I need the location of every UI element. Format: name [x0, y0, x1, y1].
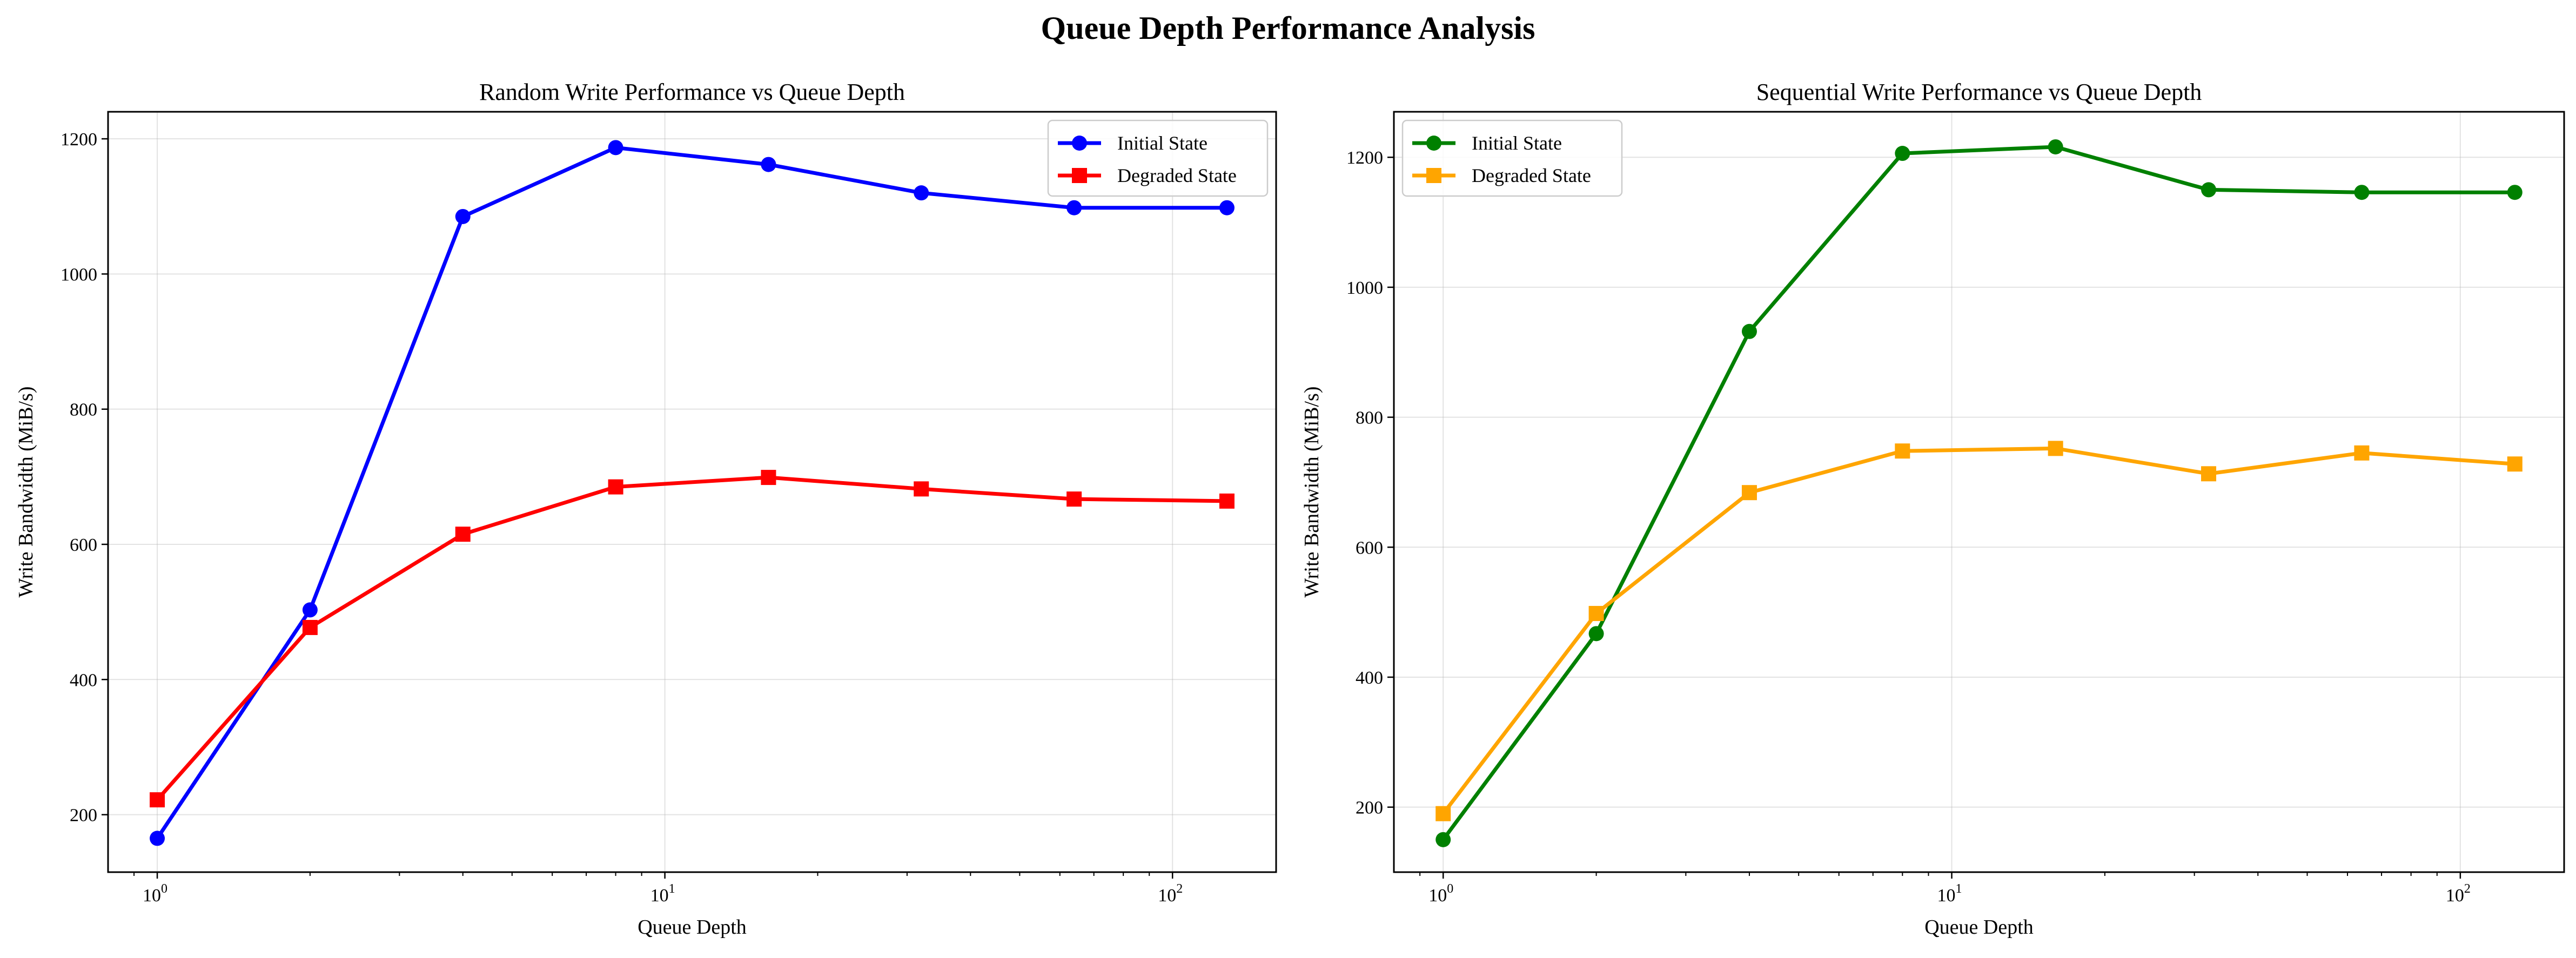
chart1-series-initial-point: [455, 208, 471, 224]
chart2-series-initial-point: [2048, 139, 2063, 154]
chart1-series-initial-point: [302, 602, 318, 618]
chart1-series-degraded-point: [914, 481, 929, 497]
chart1-legend-entry-initial-marker: [1072, 136, 1087, 151]
chart1-y-tick-label: 800: [70, 400, 97, 420]
chart2-series-degraded-point: [1435, 806, 1451, 821]
chart2-x-tick-label: 101: [1937, 882, 1962, 906]
chart2-legend-entry-degraded: Degraded State: [1412, 165, 1591, 186]
chart2-series-degraded: [1435, 441, 2523, 821]
chart2-series-initial-point: [2354, 185, 2370, 200]
chart2-y-axis-label: Write Bandwidth (MiB/s): [1300, 386, 1323, 597]
chart1-series-degraded-point: [455, 527, 471, 542]
chart2-y-tick-label: 400: [1356, 668, 1383, 688]
chart1-y-tick-label: 1000: [61, 265, 97, 285]
chart1-y-axis-label: Write Bandwidth (MiB/s): [15, 386, 37, 597]
chart1-series-degraded-point: [1066, 491, 1082, 507]
chart1-series-initial: [150, 140, 1235, 846]
chart2-series-degraded-point: [2201, 466, 2217, 482]
chart1-legend-entry-degraded-marker: [1072, 168, 1087, 183]
chart2-x-tick-label: 102: [2446, 882, 2471, 906]
chart1-series-initial-point: [761, 157, 776, 172]
chart2-series-degraded-line: [1441, 446, 2517, 816]
chart2-legend: Initial State Degraded State: [1401, 119, 1623, 197]
chart1-series-initial-point: [150, 831, 165, 846]
chart1-legend-entry-degraded: Degraded State: [1058, 165, 1237, 186]
chart2-x-axis-label: Queue Depth: [1924, 916, 2034, 939]
chart1-series-degraded-line: [155, 475, 1229, 802]
chart2-series-degraded-point: [1895, 443, 1910, 459]
chart1-x-axis-label: Queue Depth: [638, 916, 747, 939]
chart1-legend: Initial State Degraded State: [1047, 119, 1269, 197]
chart2-legend-entry-degraded-label: Degraded State: [1472, 165, 1591, 186]
chart1-series-initial-point: [1066, 200, 1082, 215]
chart2-series-degraded-point: [1588, 606, 1604, 622]
chart1-series-degraded-point: [302, 619, 318, 635]
chart2-series-degraded-point: [2354, 445, 2370, 461]
chart2-y-tick-label: 200: [1356, 798, 1383, 818]
chart1-plot: 100 101 102 200 400 600 800 1000 1200 Random Writ…: [15, 79, 1277, 939]
chart2-series-initial-point: [1435, 832, 1451, 847]
chart2-legend-entry-degraded-marker: [1426, 168, 1441, 183]
chart2-series-initial-point: [1588, 626, 1604, 642]
chart1-x-tick-label: 100: [143, 882, 167, 906]
chart1-x-tick-label: 101: [650, 882, 675, 906]
chart2-series-degraded-point: [2507, 456, 2523, 472]
chart2-legend-entry-initial-marker: [1426, 136, 1441, 151]
chart2-series-initial-point: [1895, 146, 1910, 161]
chart2-series-initial-point: [1741, 323, 1757, 339]
chart1-y-tick-label: 400: [70, 670, 97, 690]
chart2-series-degraded-point: [2048, 441, 2063, 456]
chart2-legend-box: [1401, 119, 1623, 197]
chart2-axes-frame: [1393, 111, 2565, 873]
chart1-title: Random Write Performance vs Queue Depth: [479, 79, 905, 105]
chart2-legend-entry-initial: Initial State: [1412, 132, 1562, 154]
chart1-series-initial-line: [155, 145, 1229, 840]
chart2-y-tick-label: 1200: [1346, 148, 1383, 168]
chart2-legend-entry-initial-label: Initial State: [1472, 132, 1562, 154]
chart1-series-degraded-point: [150, 792, 165, 808]
chart1-x-tick-label: 102: [1158, 882, 1183, 906]
chart1-y-tick-label: 200: [70, 806, 97, 826]
chart1-series-initial-point: [914, 185, 929, 201]
chart2-y-tick-label: 600: [1356, 538, 1383, 558]
chart2-title: Sequential Write Performance vs Queue De…: [1756, 79, 2202, 105]
chart2-x-tick-label: 100: [1428, 882, 1453, 906]
chart2-y-tick-label: 1000: [1346, 278, 1383, 298]
chart1-legend-entry-initial: Initial State: [1058, 132, 1208, 154]
chart1-y-tick-label: 1200: [61, 130, 97, 150]
chart2-series-initial: [1435, 139, 2523, 847]
chart2-series-initial-line: [1441, 145, 2517, 842]
chart2-series-initial-point: [2201, 182, 2217, 198]
chart1-legend-entry-degraded-label: Degraded State: [1117, 165, 1237, 186]
chart1-y-tick-label: 600: [70, 535, 97, 555]
chart2-series-initial-point: [2507, 185, 2523, 200]
chart1-series-degraded-point: [608, 479, 623, 495]
chart1-axes-frame: [107, 111, 1277, 873]
chart1-series-degraded: [150, 470, 1235, 808]
chart1-series-initial-point: [608, 140, 623, 156]
chart1-legend-entry-initial-label: Initial State: [1117, 132, 1208, 154]
chart2-series-degraded-point: [1741, 485, 1757, 501]
chart1-series-degraded-point: [761, 470, 776, 485]
figure-title: Queue Depth Performance Analysis: [1041, 10, 1535, 46]
chart2-plot: 100 101 102 200 400 600 800 1000 1200 Sequential …: [1300, 79, 2565, 939]
chart2-y-tick-label: 800: [1356, 408, 1383, 428]
chart1-legend-box: [1047, 119, 1269, 197]
chart1-series-degraded-point: [1219, 493, 1235, 509]
chart1-series-initial-point: [1219, 200, 1235, 215]
